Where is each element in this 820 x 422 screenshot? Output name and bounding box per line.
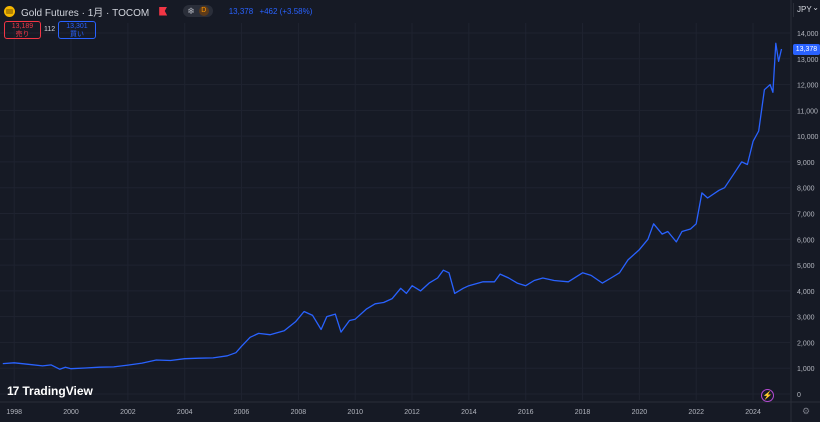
price-readout: 13,378 +462 (+3.58%) <box>229 7 313 16</box>
snowflake-icon: ❄ <box>187 6 195 16</box>
flag-icon[interactable] <box>159 6 168 16</box>
y-tick-label: 10,000 <box>797 134 819 141</box>
x-tick-label: 2020 <box>632 409 648 416</box>
gold-symbol-icon <box>4 5 15 17</box>
x-tick-label: 2000 <box>63 409 79 416</box>
y-tick-label: 5,000 <box>797 263 815 270</box>
x-tick-label: 2018 <box>575 409 591 416</box>
sell-button[interactable]: 13,189 売り <box>4 21 41 39</box>
buy-label: 買い <box>70 31 84 38</box>
y-tick-label: 13,000 <box>797 57 819 64</box>
tradingview-logo: 17 <box>7 384 19 398</box>
buy-price: 13,301 <box>66 23 88 30</box>
spread-value: 112 <box>44 26 56 33</box>
x-tick-label: 2008 <box>291 409 307 416</box>
series-line <box>2 42 783 370</box>
y-tick-label: 12,000 <box>797 83 819 90</box>
x-tick-label: 2016 <box>518 409 534 416</box>
x-tick-label: 1998 <box>6 409 22 416</box>
symbol-title[interactable]: Gold Futures · 1月 · TOCOM <box>21 7 150 19</box>
chart-header: Gold Futures · 1月 · TOCOM ❄ D 13,378 +46… <box>4 4 313 19</box>
x-tick-label: 2006 <box>234 409 250 416</box>
y-tick-label: 2,000 <box>797 340 815 347</box>
y-tick-label: 7,000 <box>797 212 815 219</box>
x-tick-label: 2012 <box>404 409 420 416</box>
y-tick-label: 8,000 <box>797 186 815 193</box>
brand-name: TradingView <box>22 384 93 398</box>
currency-selector[interactable]: JPY <box>793 1 819 17</box>
delayed-badge: D <box>198 6 209 16</box>
y-tick-label: 0 <box>797 392 801 399</box>
sell-price: 13,189 <box>11 23 34 30</box>
y-tick-label: 4,000 <box>797 289 815 296</box>
x-tick-label: 2014 <box>461 409 477 416</box>
x-tick-label: 2010 <box>347 409 363 416</box>
y-tick-label: 11,000 <box>797 108 818 115</box>
y-tick-label: 1,000 <box>797 366 815 373</box>
bolt-icon[interactable]: ⚡ <box>761 389 774 402</box>
x-tick-label: 2002 <box>120 409 136 416</box>
last-price-tag: 13,378 <box>793 44 820 55</box>
x-tick-label: 2022 <box>688 409 704 416</box>
gear-icon[interactable]: ⚙ <box>802 406 811 416</box>
tradingview-brand[interactable]: 17 TradingView <box>7 384 93 398</box>
price-change: +462 (+3.58%) <box>259 6 313 16</box>
current-price: 13,378 <box>228 6 254 16</box>
x-tick-label: 2024 <box>745 409 761 416</box>
y-tick-label: 6,000 <box>797 237 815 244</box>
sell-label: 売り <box>15 31 30 38</box>
y-tick-label: 9,000 <box>797 160 815 167</box>
y-tick-label: 14,000 <box>797 31 819 38</box>
y-tick-label: 3,000 <box>797 315 815 322</box>
status-pill[interactable]: ❄ D <box>183 5 213 17</box>
buy-button[interactable]: 13,301 買い <box>58 21 96 39</box>
x-tick-label: 2004 <box>177 409 193 416</box>
